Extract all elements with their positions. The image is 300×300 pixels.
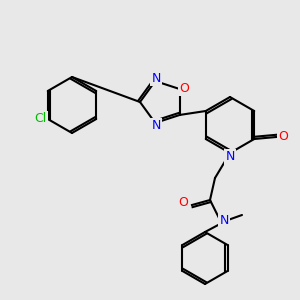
Text: N: N: [225, 151, 235, 164]
Text: O: O: [179, 82, 189, 94]
Text: N: N: [152, 119, 161, 132]
Text: N: N: [152, 72, 161, 85]
Text: Cl: Cl: [34, 112, 47, 125]
Text: O: O: [278, 130, 288, 143]
Text: N: N: [219, 214, 229, 226]
Text: O: O: [178, 196, 188, 208]
